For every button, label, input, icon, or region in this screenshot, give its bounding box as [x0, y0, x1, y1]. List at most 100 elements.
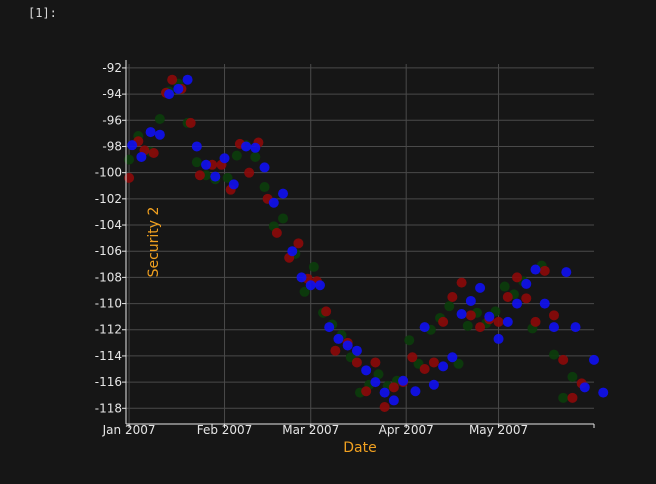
- data-point: [530, 316, 541, 327]
- data-point: [388, 395, 399, 406]
- data-point: [250, 151, 261, 162]
- y-tick-label: -108: [95, 270, 122, 284]
- data-point: [456, 277, 467, 288]
- data-point: [502, 316, 513, 327]
- data-point: [287, 246, 298, 257]
- series-2: [124, 74, 587, 412]
- data-point: [194, 170, 205, 181]
- cell-prompt: [1]:: [28, 6, 57, 20]
- x-tick-label: Jan 2007: [102, 423, 156, 437]
- x-tick-label: Feb 2007: [197, 423, 253, 437]
- y-tick-label: -96: [102, 113, 122, 127]
- data-point: [201, 159, 212, 170]
- data-point: [127, 140, 138, 151]
- data-point: [570, 322, 581, 333]
- data-point: [438, 361, 449, 372]
- data-point: [342, 340, 353, 351]
- data-point: [447, 352, 458, 363]
- data-point: [447, 292, 458, 303]
- y-tick-label: -116: [95, 375, 122, 389]
- data-point: [428, 379, 439, 390]
- data-point: [228, 179, 239, 190]
- data-point: [539, 298, 550, 309]
- data-point: [321, 306, 332, 317]
- data-point: [145, 127, 156, 138]
- data-point: [219, 153, 230, 164]
- data-points: [124, 74, 609, 412]
- data-point: [379, 387, 390, 398]
- data-point: [388, 382, 399, 393]
- data-point: [231, 150, 242, 161]
- data-point: [308, 261, 319, 272]
- data-point: [361, 386, 372, 397]
- data-point: [598, 387, 609, 398]
- data-point: [567, 371, 578, 382]
- data-point: [351, 345, 362, 356]
- data-point: [210, 171, 221, 182]
- y-tick-label: -92: [102, 61, 122, 75]
- y-tick-label: -112: [95, 323, 122, 337]
- data-point: [154, 113, 165, 124]
- data-point: [299, 286, 310, 297]
- data-point: [259, 182, 270, 193]
- data-point: [465, 295, 476, 306]
- data-point: [351, 357, 362, 368]
- data-point: [191, 141, 202, 152]
- data-point: [438, 316, 449, 327]
- data-point: [373, 369, 384, 380]
- data-point: [241, 141, 252, 152]
- x-axis-label: Date: [343, 440, 376, 456]
- data-point: [493, 316, 504, 327]
- data-point: [444, 301, 455, 312]
- data-point: [271, 227, 282, 238]
- data-point: [512, 298, 523, 309]
- data-point: [530, 264, 541, 275]
- data-point: [493, 333, 504, 344]
- y-tick-label: -94: [102, 87, 122, 101]
- data-point: [521, 278, 532, 289]
- data-point: [456, 309, 467, 320]
- data-point: [502, 292, 513, 303]
- data-point: [324, 322, 335, 333]
- x-tick-label: May 2007: [469, 423, 528, 437]
- data-point: [561, 267, 572, 278]
- x-tick-label: Mar 2007: [282, 423, 339, 437]
- data-point: [453, 358, 464, 369]
- data-point: [465, 310, 476, 321]
- data-point: [330, 345, 341, 356]
- data-point: [124, 172, 135, 183]
- data-point: [164, 89, 175, 100]
- axes: -92 -94 -96 -98 -100 -102 -104 -106 -108 -110 -112…: [95, 60, 595, 437]
- data-point: [558, 354, 569, 365]
- data-point: [512, 272, 523, 283]
- data-point: [314, 280, 325, 291]
- data-point: [167, 74, 178, 85]
- data-point: [410, 386, 421, 397]
- data-point: [305, 280, 316, 291]
- x-tick-label: Apr 2007: [379, 423, 434, 437]
- y-tick-label: -114: [95, 349, 122, 363]
- data-point: [484, 311, 495, 322]
- data-point: [370, 357, 381, 368]
- data-point: [428, 357, 439, 368]
- data-point: [404, 335, 415, 346]
- data-point: [361, 365, 372, 376]
- data-point: [499, 281, 510, 292]
- y-tick-label: -118: [95, 401, 122, 415]
- data-point: [173, 83, 184, 94]
- y-tick-label: -110: [95, 297, 122, 311]
- data-point: [475, 322, 486, 333]
- data-point: [579, 382, 590, 393]
- data-point: [548, 310, 559, 321]
- data-point: [182, 74, 193, 85]
- data-point: [407, 352, 418, 363]
- data-point: [154, 129, 165, 140]
- data-point: [222, 172, 233, 183]
- data-point: [191, 157, 202, 168]
- data-point: [558, 392, 569, 403]
- y-axis-label: Security 2: [146, 207, 162, 278]
- data-point: [539, 265, 550, 276]
- data-point: [333, 333, 344, 344]
- data-point: [259, 162, 270, 173]
